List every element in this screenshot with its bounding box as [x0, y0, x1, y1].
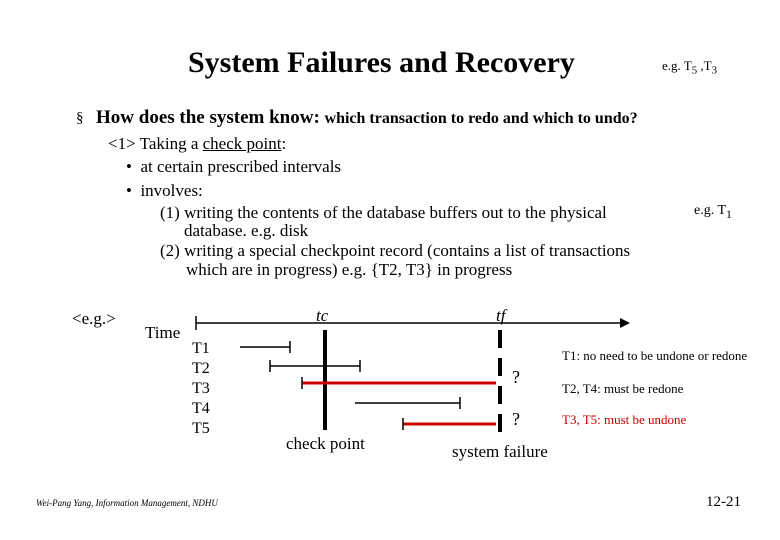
question-sub: which transaction to redo and which to u…	[324, 110, 638, 127]
question-mark: ?	[512, 367, 520, 387]
question-mark: ?	[512, 409, 520, 429]
slide-title: System Failures and Recovery	[188, 46, 575, 79]
bar-t5	[402, 418, 496, 430]
transaction-list: T1 T2 T3 T4 T5	[192, 339, 210, 439]
bar-t1	[240, 341, 291, 353]
question-lead: How does the system know:	[96, 107, 325, 128]
transaction-label: T3	[192, 380, 210, 397]
footer-author: Wei-Pang Yang, Information Management, N…	[36, 498, 218, 508]
time-label: Time	[145, 323, 181, 342]
note-t3-t5: T3, T5: must be undone	[562, 412, 687, 427]
system-failure-label: system failure	[452, 442, 548, 461]
example-right-sub: 1	[726, 207, 732, 221]
transaction-label: T1	[192, 340, 210, 357]
tc-label: tc	[316, 306, 329, 325]
involves-line: (2) writing a special checkpoint record …	[160, 241, 631, 260]
bullet-item-text: involves:	[140, 181, 203, 200]
example-top-sub1: 5	[691, 64, 698, 77]
transaction-label: T4	[192, 400, 210, 417]
checkpoint-prefix: <1> Taking a	[108, 134, 203, 153]
example-top-sub2: 3	[711, 64, 718, 77]
bullet-item: • involves:	[126, 181, 203, 200]
bullet-item-text: at certain prescribed intervals	[140, 157, 342, 176]
involves-line: (1) writing the contents of the database…	[160, 203, 607, 222]
square-bullet-icon: §	[76, 110, 84, 126]
bar-t2	[269, 360, 361, 372]
checkpoint-heading: <1> Taking a check point:	[108, 134, 286, 154]
example-label: <e.g.>	[72, 309, 116, 328]
example-right-text: e.g. T	[694, 203, 727, 218]
example-top-right: e.g. T5 ,T3	[662, 58, 717, 77]
checkpoint-label: check point	[286, 434, 365, 453]
example-top-text: e.g. T	[662, 58, 692, 73]
note-t2-t4: T2, T4: must be redone	[562, 381, 684, 396]
bar-t3	[301, 377, 496, 389]
transaction-label: T5	[192, 420, 210, 437]
note-t1: T1: no need to be undone or redone	[562, 348, 748, 363]
question-line: How does the system know: which transact…	[96, 107, 638, 129]
bar-t4	[355, 397, 461, 409]
page-number: 12-21	[706, 494, 741, 510]
transaction-label: T2	[192, 360, 210, 377]
time-axis-arrow-icon	[620, 318, 630, 328]
involves-line: which are in progress) e.g. {T2, T3} in …	[186, 260, 513, 279]
tf-label: tf	[496, 306, 506, 325]
involves-line: database. e.g. disk	[184, 221, 309, 240]
example-right: e.g. T1	[694, 203, 732, 221]
checkpoint-term: check point	[202, 134, 282, 153]
bullet-item: • at certain prescribed intervals	[126, 157, 342, 176]
example-top-sep: ,T	[697, 58, 712, 73]
checkpoint-suffix: :	[281, 134, 287, 153]
